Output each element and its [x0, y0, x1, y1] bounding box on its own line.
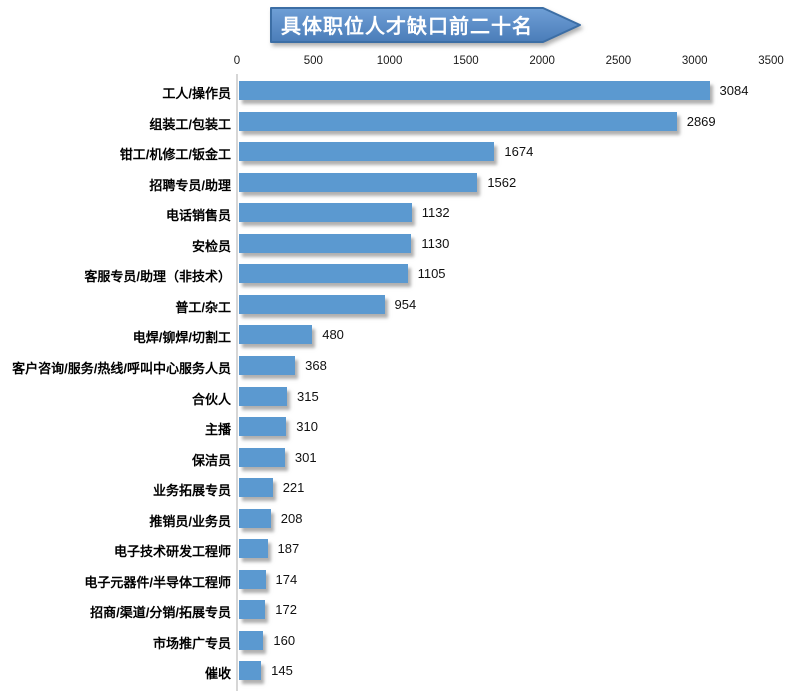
value-label: 187 — [277, 541, 300, 557]
category-label: 安检员 — [191, 238, 231, 254]
category-label: 普工/杂工 — [175, 299, 231, 315]
value-label: 1674 — [504, 144, 534, 160]
bar — [239, 264, 408, 284]
value-label: 954 — [394, 296, 417, 312]
bar — [239, 508, 271, 528]
bar — [239, 417, 287, 437]
bar — [239, 355, 296, 375]
value-label: 221 — [282, 480, 305, 496]
bar — [239, 325, 313, 345]
category-label: 催收 — [204, 666, 231, 682]
bar — [239, 539, 268, 559]
x-axis-tick-label: 500 — [303, 55, 323, 67]
category-label: 招聘专员/助理 — [149, 177, 231, 193]
category-label: 推销员/业务员 — [149, 513, 231, 529]
value-label: 208 — [280, 510, 303, 526]
category-label: 电子元器件/半导体工程师 — [84, 574, 231, 590]
bar — [239, 111, 677, 131]
x-axis-tick-label: 2500 — [605, 55, 632, 67]
chart-title: 具体职位人才缺口前二十名 — [281, 16, 533, 38]
category-label: 组装工/包装工 — [149, 116, 231, 132]
category-label: 主播 — [204, 422, 231, 438]
bar — [239, 233, 412, 253]
bar — [239, 661, 262, 681]
x-axis-tick-label: 2000 — [529, 55, 555, 67]
bar — [239, 142, 495, 162]
value-label: 315 — [297, 388, 319, 404]
category-label: 电子技术研发工程师 — [113, 544, 231, 560]
value-label: 172 — [275, 602, 297, 618]
bar — [239, 386, 288, 406]
bar — [239, 172, 478, 192]
axis-baseline — [236, 74, 238, 691]
category-label: 电焊/铆焊/切割工 — [132, 330, 231, 346]
category-label: 业务拓展专员 — [152, 483, 231, 499]
category-label: 客服专员/助理（非技术） — [84, 269, 231, 285]
value-label: 1132 — [421, 205, 450, 221]
x-axis-tick-label: 3500 — [758, 55, 784, 67]
value-label: 1130 — [421, 235, 450, 251]
category-label: 客户咨询/服务/热线/呼叫中心服务人员 — [12, 360, 231, 376]
chart-title-banner: 具体职位人才缺口前二十名 — [269, 6, 585, 50]
x-axis-tick-label: 3000 — [681, 55, 708, 67]
value-label: 301 — [294, 449, 317, 465]
bar — [239, 600, 266, 620]
value-label: 145 — [271, 663, 293, 679]
bar — [239, 203, 412, 223]
category-label: 合伙人 — [191, 391, 231, 407]
value-label: 3084 — [719, 83, 749, 98]
title-banner-arrow-shape — [270, 7, 581, 43]
category-label: 钳工/机修工/钣金工 — [119, 147, 231, 163]
value-label: 160 — [273, 632, 296, 648]
bar — [239, 294, 385, 314]
value-label: 1105 — [417, 266, 446, 282]
value-label: 310 — [296, 419, 318, 435]
bar — [239, 630, 264, 650]
category-label: 保洁员 — [191, 452, 231, 468]
value-label: 368 — [305, 357, 327, 373]
category-label: 电话销售员 — [165, 208, 231, 224]
value-label: 1562 — [487, 174, 517, 190]
bar — [239, 81, 710, 100]
bar — [239, 569, 266, 589]
value-label: 2869 — [686, 113, 716, 129]
bar — [239, 478, 273, 498]
x-axis-tick-label: 1000 — [376, 55, 403, 67]
category-label: 招商/渠道/分销/拓展专员 — [90, 605, 231, 621]
category-label: 市场推广专员 — [152, 635, 231, 651]
bar — [239, 447, 285, 467]
x-axis-tick-label: 1500 — [453, 55, 479, 67]
x-axis-tick-label: 0 — [233, 55, 241, 67]
category-label: 工人/操作员 — [162, 86, 231, 101]
value-label: 480 — [322, 327, 344, 343]
value-label: 174 — [275, 571, 298, 587]
